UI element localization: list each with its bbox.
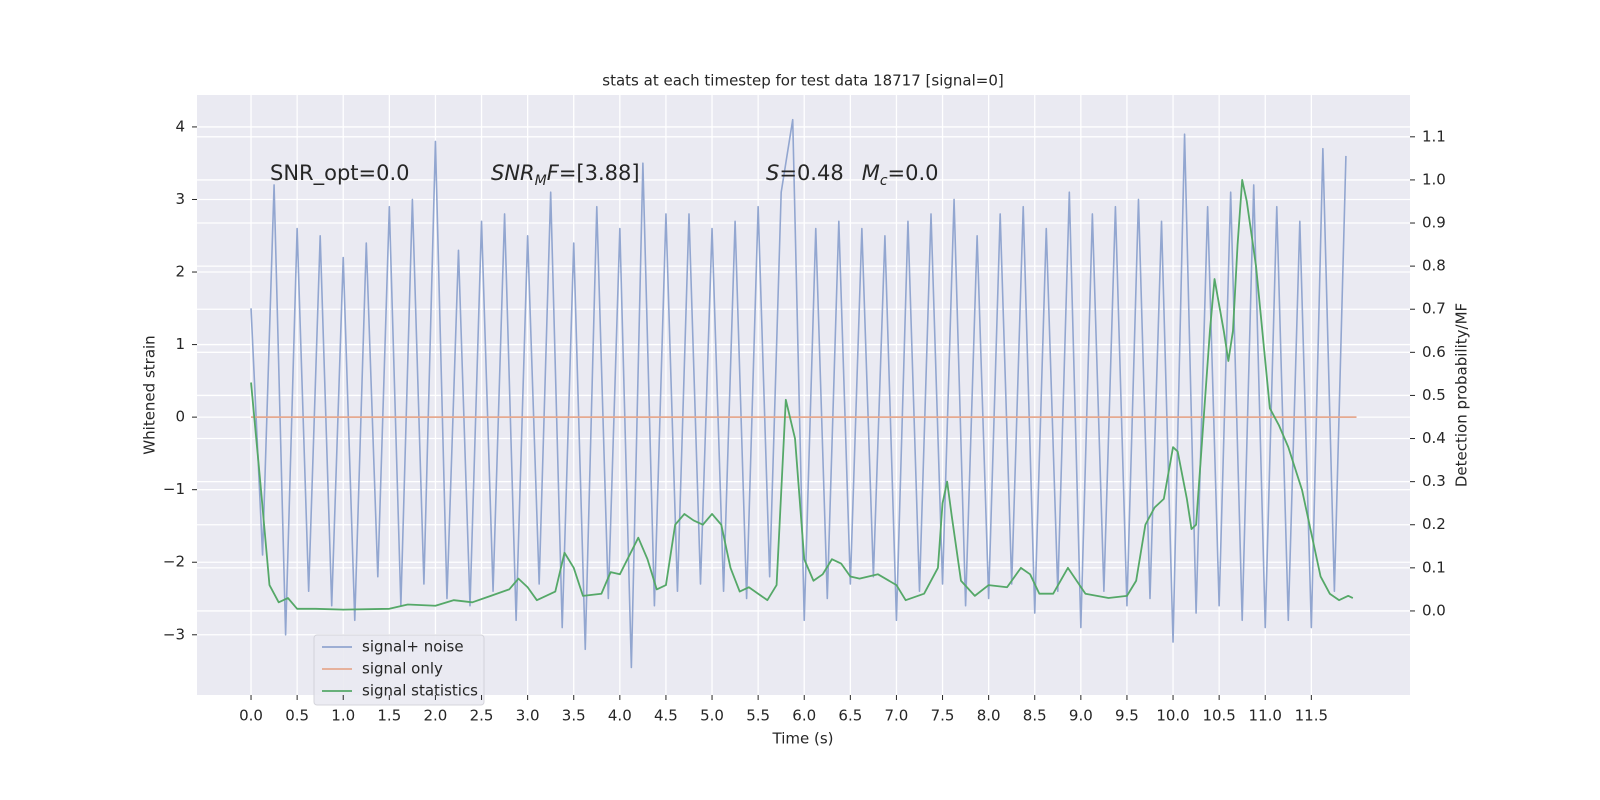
annotation-part: M xyxy=(535,173,547,189)
x-tick-label: 7.0 xyxy=(885,707,909,725)
y2-tick-label: 0.3 xyxy=(1422,472,1446,490)
annotation-part: =0.48 xyxy=(779,161,843,185)
y2-tick-label: 0.6 xyxy=(1422,343,1446,361)
y-axis-label: Whitened strain xyxy=(141,335,159,454)
y2-tick-label: 0.2 xyxy=(1422,515,1446,533)
legend-label: signal only xyxy=(362,660,443,678)
x-tick-label: 11.5 xyxy=(1295,707,1328,725)
y2-tick-label: 0.8 xyxy=(1422,257,1446,275)
annotation: S=0.48 Mc=0.0 xyxy=(766,161,939,189)
x-tick-label: 3.0 xyxy=(516,707,540,725)
y-tick-label: −1 xyxy=(163,480,185,498)
x-tick-label: 10.0 xyxy=(1156,707,1189,725)
y-tick-label: 2 xyxy=(175,263,185,281)
x-tick-label: 1.5 xyxy=(377,707,401,725)
x-tick-label: 2.0 xyxy=(424,707,448,725)
legend-box xyxy=(313,634,485,706)
annotation-part: =0.0 xyxy=(888,161,939,185)
annotation-part: F xyxy=(547,161,560,185)
x-tick-label: 6.5 xyxy=(838,707,862,725)
x-tick-label: 4.5 xyxy=(654,707,678,725)
series-line xyxy=(250,118,1347,669)
y2-tick-label: 0.5 xyxy=(1422,386,1446,404)
annotation: SNR_opt=0.0 xyxy=(270,161,410,186)
annotation-part: SNR xyxy=(491,161,535,185)
x-tick-label: 0.0 xyxy=(239,707,263,725)
annotation-part: SNR_opt=0.0 xyxy=(270,161,410,186)
y2-tick-label: 0.0 xyxy=(1422,601,1446,619)
x-tick-label: 1.0 xyxy=(331,707,355,725)
y-tick-label: −2 xyxy=(163,553,185,571)
lines xyxy=(250,118,1357,669)
y2-axis-label: Detection probability/MF xyxy=(1453,303,1471,487)
x-tick-label: 6.0 xyxy=(792,707,816,725)
y2-tick-label: 0.4 xyxy=(1422,429,1446,447)
x-tick-label: 4.0 xyxy=(608,707,632,725)
x-tick-label: 9.0 xyxy=(1069,707,1093,725)
legend: signal+ noise signal only signal statistic… xyxy=(313,634,485,706)
x-tick-label: 5.5 xyxy=(746,707,770,725)
y2-tick-label: 0.9 xyxy=(1422,214,1446,232)
annotations: SNR_opt=0.0 SNRMF=[3.88] S=0.48 Mc=0.0 xyxy=(270,161,939,189)
annotation: SNRMF=[3.88] xyxy=(491,161,640,189)
annotation-part: =[3.88] xyxy=(559,161,640,185)
x-tick-label: 3.5 xyxy=(562,707,586,725)
x-tick-label: 0.5 xyxy=(285,707,309,725)
x-tick-label: 11.0 xyxy=(1249,707,1282,725)
y-tick-label: −3 xyxy=(163,625,185,643)
x-tick-label: 2.5 xyxy=(470,707,494,725)
y2-tick-label: 0.1 xyxy=(1422,558,1446,576)
x-axis-label: Time (s) xyxy=(772,730,834,748)
annotation-part: S xyxy=(766,161,779,185)
legend-label: signal statistics xyxy=(362,682,478,700)
x-tick-label: 8.5 xyxy=(1023,707,1047,725)
y-tick-label: 1 xyxy=(175,335,185,353)
y-tick-label: 3 xyxy=(175,190,185,208)
annotation-part: M xyxy=(862,161,880,185)
y2-tick-label: 1.0 xyxy=(1422,170,1446,188)
y2-tick-label: 0.7 xyxy=(1422,300,1446,318)
chart-title: stats at each timestep for test data 187… xyxy=(602,72,1003,90)
x-tick-label: 7.5 xyxy=(931,707,955,725)
x-tick-label: 8.0 xyxy=(977,707,1001,725)
x-tick-label: 5.0 xyxy=(700,707,724,725)
legend-label: signal+ noise xyxy=(362,638,464,656)
y2-tick-label: 1.1 xyxy=(1422,127,1446,145)
y-tick-label: 4 xyxy=(175,117,185,135)
x-tick-label: 10.5 xyxy=(1202,707,1235,725)
y-tick-label: 0 xyxy=(175,408,185,426)
series-line xyxy=(250,179,1354,611)
annotation-part: c xyxy=(880,173,888,189)
x-tick-label: 9.5 xyxy=(1115,707,1139,725)
